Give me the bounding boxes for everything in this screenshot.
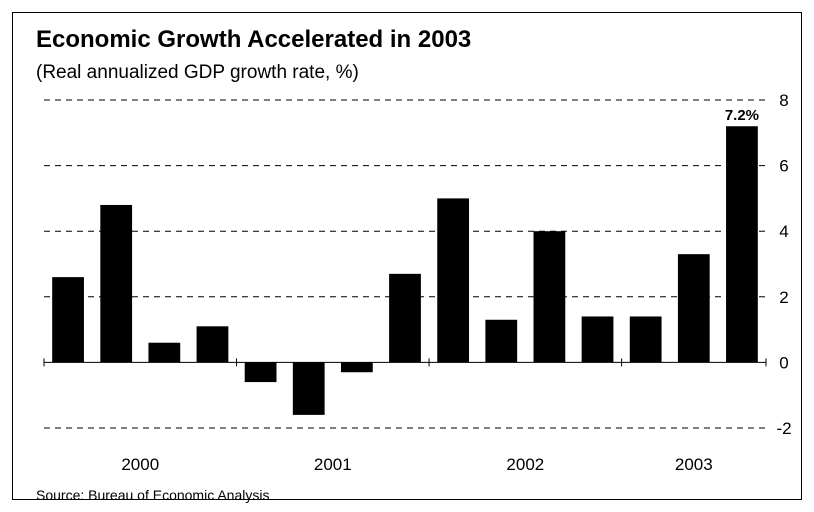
- x-axis: [43, 358, 767, 367]
- data-label: 7.2%: [725, 107, 759, 124]
- bars: [52, 126, 758, 415]
- bar: [533, 231, 566, 363]
- bar: [196, 326, 229, 363]
- y-tick-labels: 8 6 4 2 0 -2: [776, 91, 791, 438]
- bar: [389, 273, 421, 363]
- bar: [629, 316, 662, 363]
- chart-title: Economic Growth Accelerated in 2003: [36, 26, 472, 53]
- bar: [485, 319, 518, 363]
- year-label: 2000: [121, 455, 159, 474]
- bar: [340, 362, 373, 373]
- y-tick-label: 2: [779, 288, 788, 307]
- bar: [677, 254, 710, 363]
- year-labels: 2000 2001 2002 2003: [121, 455, 712, 474]
- bar: [581, 316, 614, 363]
- y-tick-label: 4: [779, 222, 788, 241]
- gridlines: [44, 99, 766, 429]
- bar: [148, 342, 181, 363]
- source-note: Source: Bureau of Economic Analysis: [36, 487, 270, 503]
- y-tick-label: -2: [776, 419, 791, 438]
- bar: [52, 277, 84, 363]
- bar: [726, 126, 758, 363]
- y-tick-label: 6: [779, 157, 788, 176]
- y-tick-label: 0: [779, 353, 788, 372]
- annotations: 7.2%: [725, 107, 759, 124]
- year-label: 2002: [506, 455, 544, 474]
- bar: [100, 204, 133, 363]
- year-label: 2001: [314, 455, 352, 474]
- y-tick-label: 8: [779, 91, 788, 110]
- year-label: 2003: [675, 455, 713, 474]
- bar: [292, 362, 325, 415]
- bar: [244, 362, 277, 383]
- chart-subtitle: (Real annualized GDP growth rate, %): [36, 62, 359, 83]
- bar: [437, 198, 470, 363]
- chart-frame: [12, 12, 802, 500]
